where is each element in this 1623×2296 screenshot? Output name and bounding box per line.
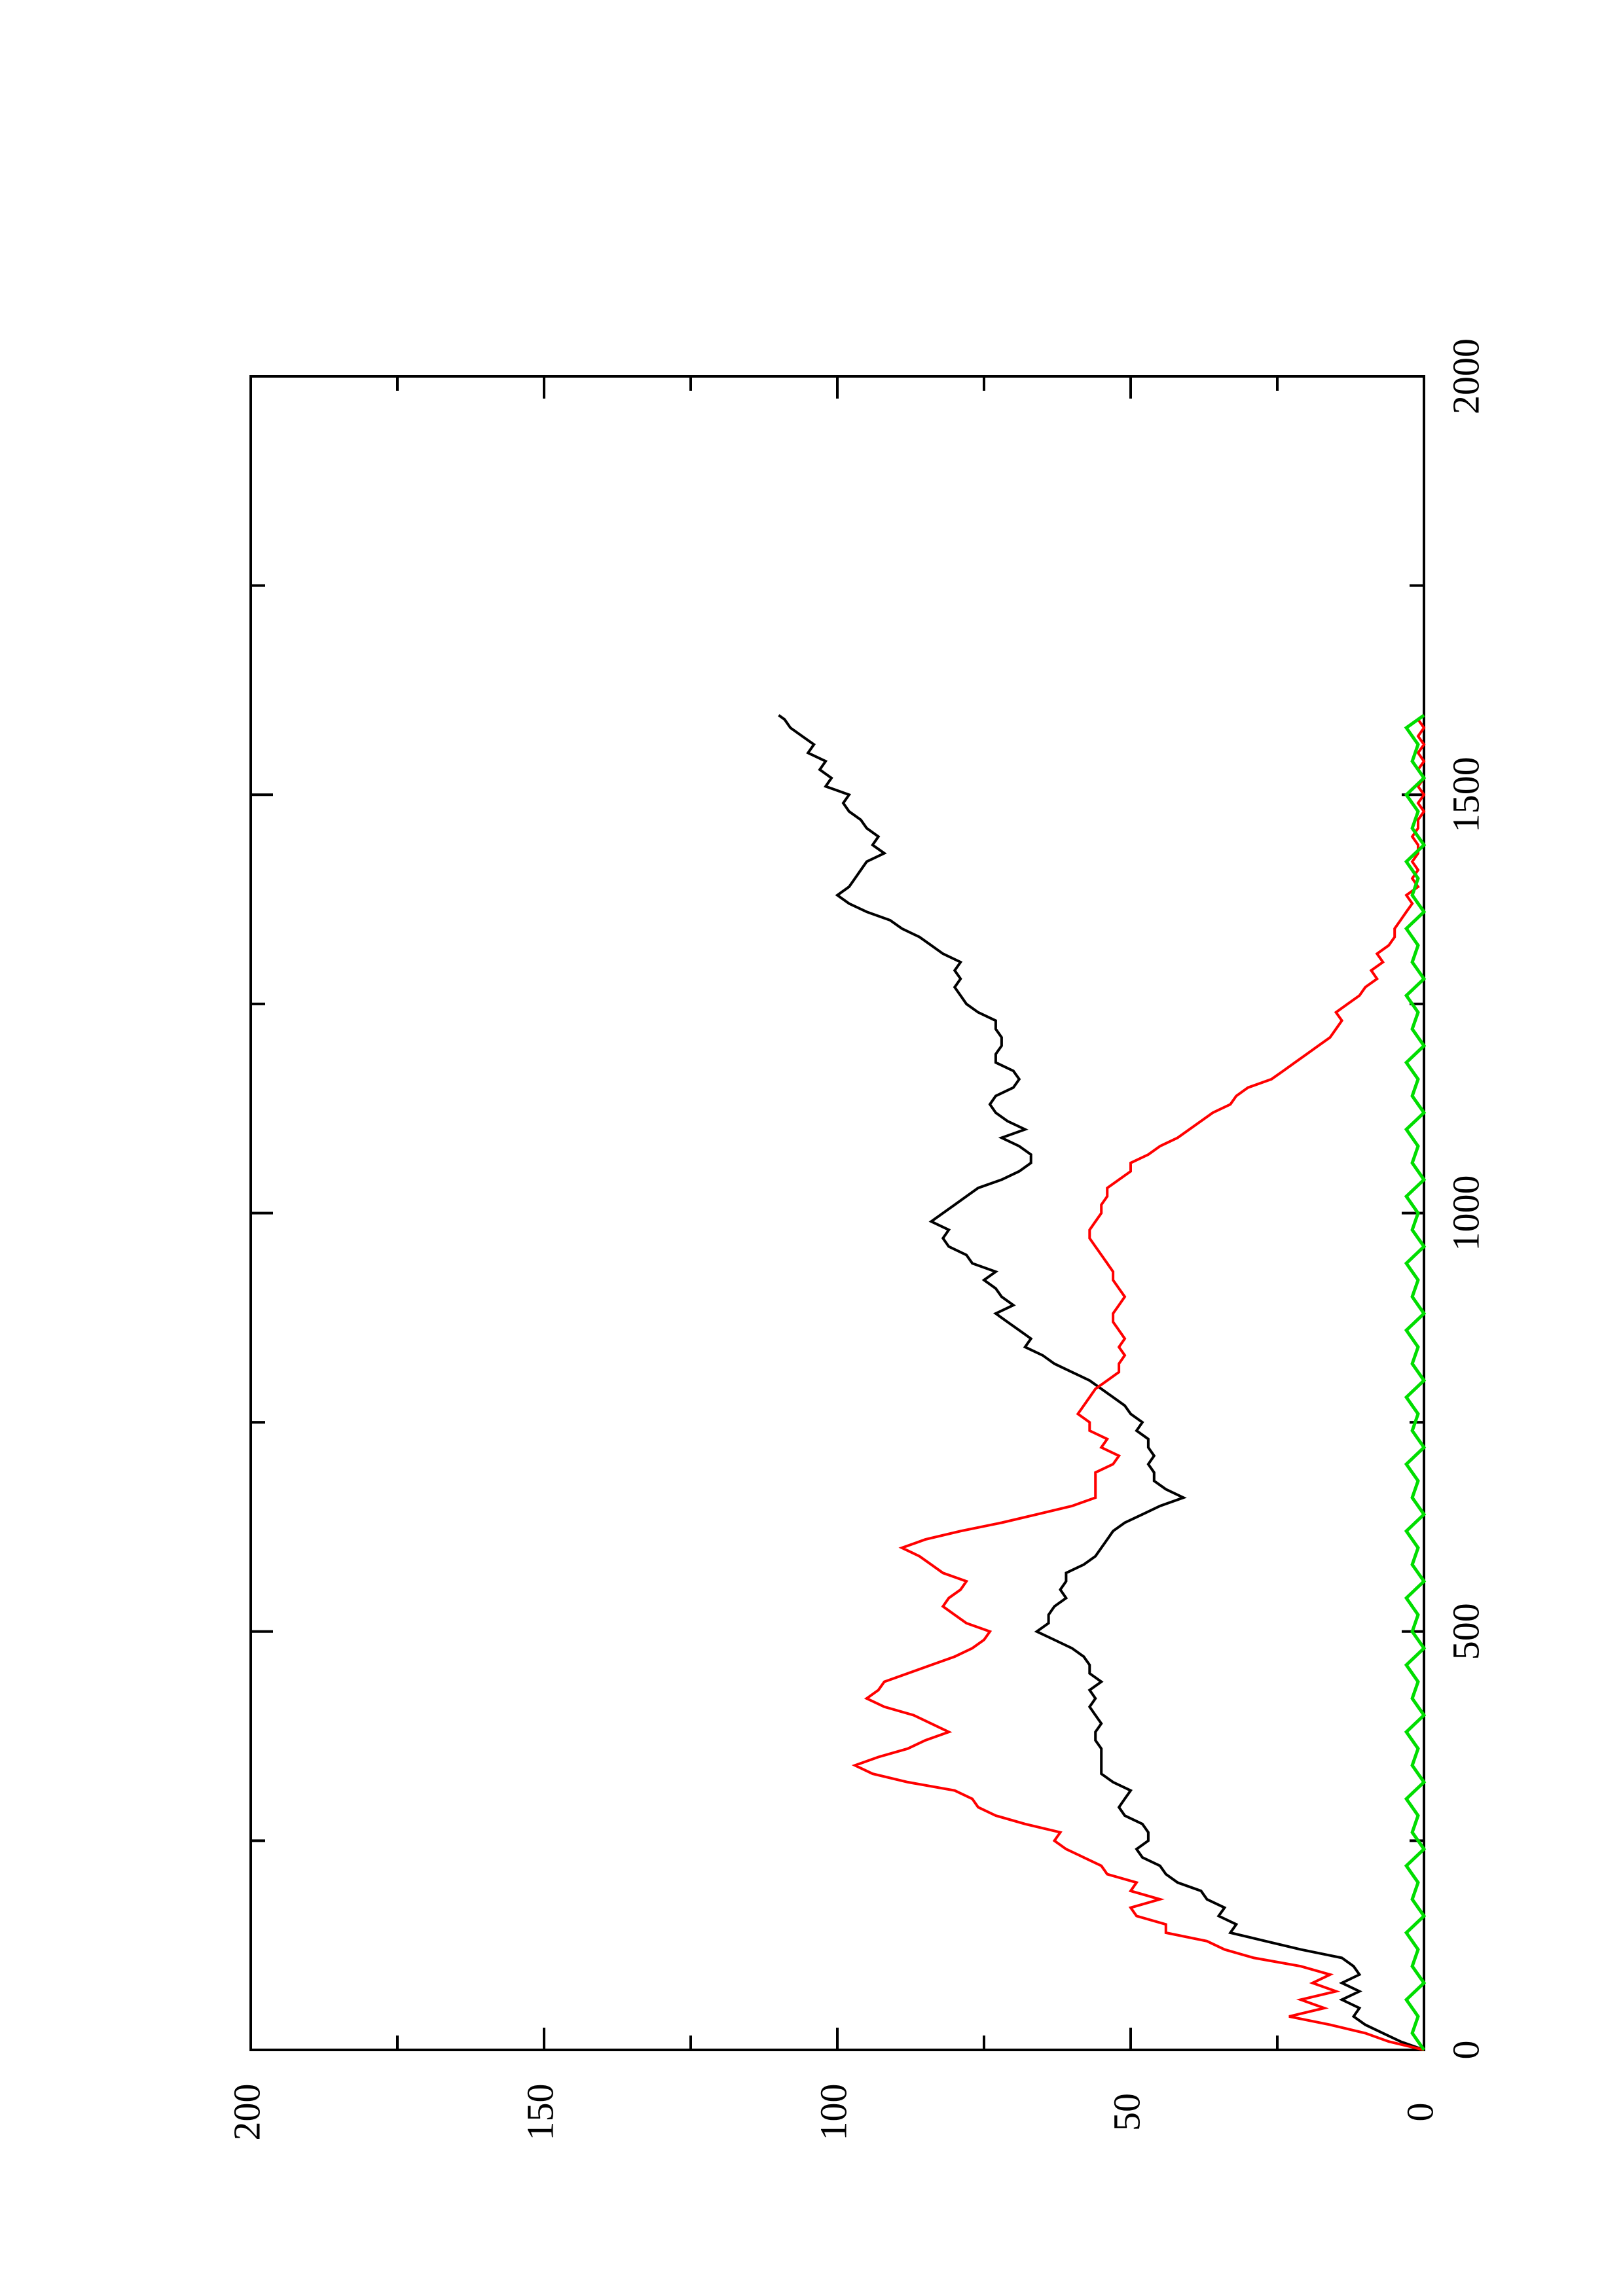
series-line-1 xyxy=(778,714,1425,2051)
series-line-2 xyxy=(851,714,1426,2051)
series-line-3 xyxy=(1404,713,1427,2051)
y-tick-label: 200 xyxy=(225,2084,268,2141)
plot-area: 0 500 1000 1500 2000 0 50 100 150 200 xyxy=(225,338,1487,2141)
series-lines xyxy=(778,713,1427,2051)
axis-ticks xyxy=(249,375,1425,2051)
y-tick-label: 50 xyxy=(1105,2093,1148,2131)
y-tick-label: 100 xyxy=(812,2084,854,2141)
y-tick-label: 150 xyxy=(519,2084,561,2141)
x-tick-label: 1000 xyxy=(1444,1175,1487,1251)
x-tick-label: 500 xyxy=(1444,1603,1487,1660)
plot-frame xyxy=(249,375,1425,2051)
x-tick-label: 2000 xyxy=(1444,338,1487,414)
x-tick-label: 0 xyxy=(1444,2041,1487,2060)
x-tick-label: 1500 xyxy=(1444,757,1487,833)
y-tick-label: 0 xyxy=(1398,2103,1441,2122)
tick-labels: 0 500 1000 1500 2000 0 50 100 150 200 xyxy=(225,338,1487,2141)
